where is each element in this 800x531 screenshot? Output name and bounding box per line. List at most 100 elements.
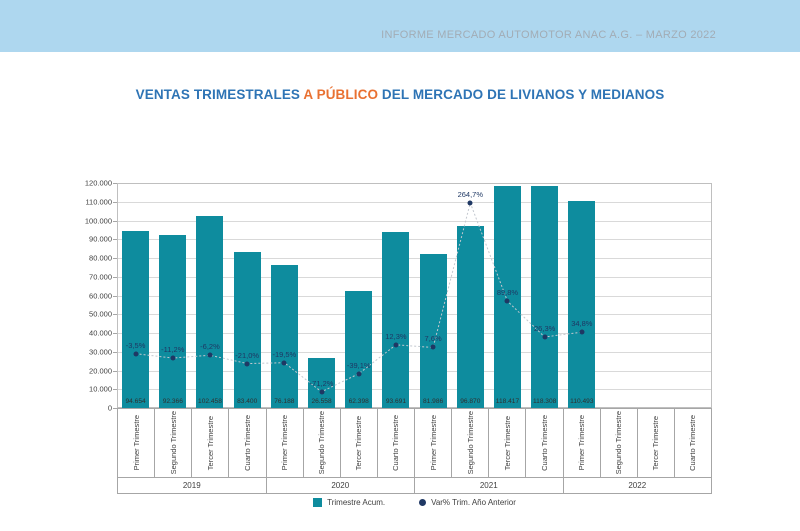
- x-axis-cell: Tercer Trimestre: [638, 409, 675, 477]
- year-label: 2019: [118, 478, 267, 493]
- variation-percent-label: -6,2%: [200, 342, 220, 352]
- title-part-3: DEL MERCADO DE LIVIANOS Y MEDIANOS: [381, 87, 665, 102]
- bar-value-label: 62.398: [348, 398, 369, 405]
- line-marker: [430, 344, 436, 350]
- y-axis-label: 40.000: [89, 328, 112, 338]
- y-axis-tick: [113, 408, 117, 409]
- bar: [196, 215, 224, 408]
- y-axis-label: 110.000: [85, 197, 112, 207]
- x-axis-label: Tercer Trimestre: [354, 415, 364, 471]
- x-axis-label: Segundo Trimestre: [614, 411, 624, 475]
- y-axis-tick: [113, 258, 117, 259]
- bar: [122, 230, 150, 408]
- y-axis-label: 50.000: [89, 309, 112, 319]
- line-marker: [356, 371, 362, 377]
- line-marker: [319, 389, 325, 395]
- x-axis-label: Cuarto Trimestre: [242, 415, 252, 471]
- x-axis-label: Cuarto Trimestre: [539, 415, 549, 471]
- x-axis-cell: Cuarto Trimestre: [378, 409, 415, 477]
- line-marker: [542, 334, 548, 340]
- x-axis-cell: Segundo Trimestre: [304, 409, 341, 477]
- x-axis-cell: Tercer Trimestre: [192, 409, 230, 477]
- bar-value-label: 83.400: [237, 398, 258, 405]
- x-axis-cell: Tercer Trimestre: [489, 409, 527, 477]
- bar-value-label: 93.691: [385, 398, 406, 405]
- x-axis-cell: Primer Trimestre: [118, 409, 156, 477]
- y-axis-tick: [113, 314, 117, 316]
- bar: [233, 251, 261, 408]
- x-axis-cell: Segundo Trimestre: [155, 409, 193, 477]
- variation-percent-label: 7,6%: [424, 334, 442, 344]
- title-part-highlight: A PÚBLICO: [303, 87, 379, 102]
- line-marker: [579, 329, 585, 335]
- x-axis-label: Segundo Trimestre: [465, 411, 475, 475]
- variation-percent-label: 89,8%: [496, 288, 519, 298]
- bar-value-label: 94.654: [125, 398, 146, 405]
- y-axis-label: 80.000: [89, 253, 112, 263]
- bar: [568, 200, 596, 408]
- x-axis-label: Primer Trimestre: [131, 415, 141, 471]
- bar-value-label: 96.870: [460, 398, 481, 405]
- bar-value-label: 81.986: [423, 398, 444, 405]
- line-marker: [244, 361, 250, 367]
- y-axis-label: 120.000: [84, 178, 112, 188]
- x-axis-label: Primer Trimestre: [280, 415, 290, 471]
- legend-item-bar-series: Trimestre Acum.: [313, 498, 385, 507]
- year-label: 2020: [267, 478, 415, 493]
- y-axis-label: 60.000: [89, 291, 112, 300]
- bar: [456, 226, 484, 408]
- report-header-text: INFORME MERCADO AUTOMOTOR ANAC A.G. – MA…: [381, 29, 716, 41]
- bar-value-label: 26.558: [311, 398, 332, 405]
- bar: [531, 186, 559, 408]
- variation-percent-label: -71,2%: [309, 378, 334, 388]
- x-axis-cell: Primer Trimestre: [415, 409, 453, 477]
- bar-value-label: 118.308: [532, 398, 557, 405]
- variation-percent-label: 34,8%: [571, 319, 593, 329]
- y-axis-tick: [113, 276, 117, 278]
- x-axis-cell: Tercer Trimestre: [341, 409, 378, 477]
- variation-percent-label: -3,5%: [125, 340, 146, 350]
- legend-item-line-series: Var% Trim. Año Anterior: [419, 498, 516, 507]
- y-axis-tick: [113, 351, 117, 353]
- bar: [382, 232, 410, 408]
- x-axis-category-row: Primer Trimestre Segundo Trimestre Tercer …: [117, 408, 712, 478]
- bar-value-label: 102.458: [198, 398, 222, 405]
- y-axis-tick: [113, 333, 117, 334]
- line-series-marker-icon: [419, 499, 427, 506]
- variation-percent-label: -11,2%: [161, 345, 185, 355]
- x-axis-label: Tercer Trimestre: [651, 415, 661, 471]
- bar-value-label: 92.366: [162, 398, 183, 405]
- y-axis-tick: [113, 389, 117, 391]
- year-label: 2022: [628, 481, 647, 490]
- x-axis-cell: Primer Trimestre: [564, 409, 601, 477]
- title-part-1: VENTAS TRIMESTRALES: [135, 87, 301, 102]
- variation-percent-label: 264,7%: [457, 189, 483, 199]
- x-axis-label: Cuarto Trimestre: [391, 415, 401, 471]
- bar-value-label: 76.188: [274, 398, 295, 405]
- bar-value-label: 110.493: [570, 398, 594, 405]
- variation-percent-label: 12,3%: [385, 331, 407, 341]
- y-axis-label: 90.000: [89, 234, 112, 244]
- y-axis-label: 70.000: [89, 272, 112, 282]
- y-axis-tick: [113, 370, 117, 372]
- y-axis-label: 10.000: [89, 384, 112, 394]
- y-axis-label: 100.000: [84, 216, 112, 225]
- bar: [345, 291, 373, 408]
- x-axis-label: Primer Trimestre: [428, 415, 438, 471]
- line-marker: [170, 355, 176, 361]
- y-axis-label: 20.000: [89, 366, 112, 375]
- variation-percent-label: 26,3%: [534, 323, 556, 333]
- line-marker: [393, 342, 399, 348]
- legend-label-line-series: Var% Trim. Año Anterior: [431, 498, 516, 507]
- x-axis-cell: Cuarto Trimestre: [526, 409, 564, 477]
- line-marker: [281, 360, 287, 366]
- x-axis-cell: Cuarto Trimestre: [675, 409, 711, 477]
- chart-legend: Trimestre Acum. Var% Trim. Año Anterior: [117, 498, 712, 507]
- legend-label-bar-series: Trimestre Acum.: [327, 498, 386, 507]
- header-banner: INFORME MERCADO AUTOMOTOR ANAC A.G. – MA…: [0, 0, 800, 52]
- line-marker: [504, 298, 510, 304]
- bar: [270, 265, 298, 408]
- year-label: 2021: [415, 478, 564, 493]
- variation-percent-label: -21,0%: [235, 350, 260, 360]
